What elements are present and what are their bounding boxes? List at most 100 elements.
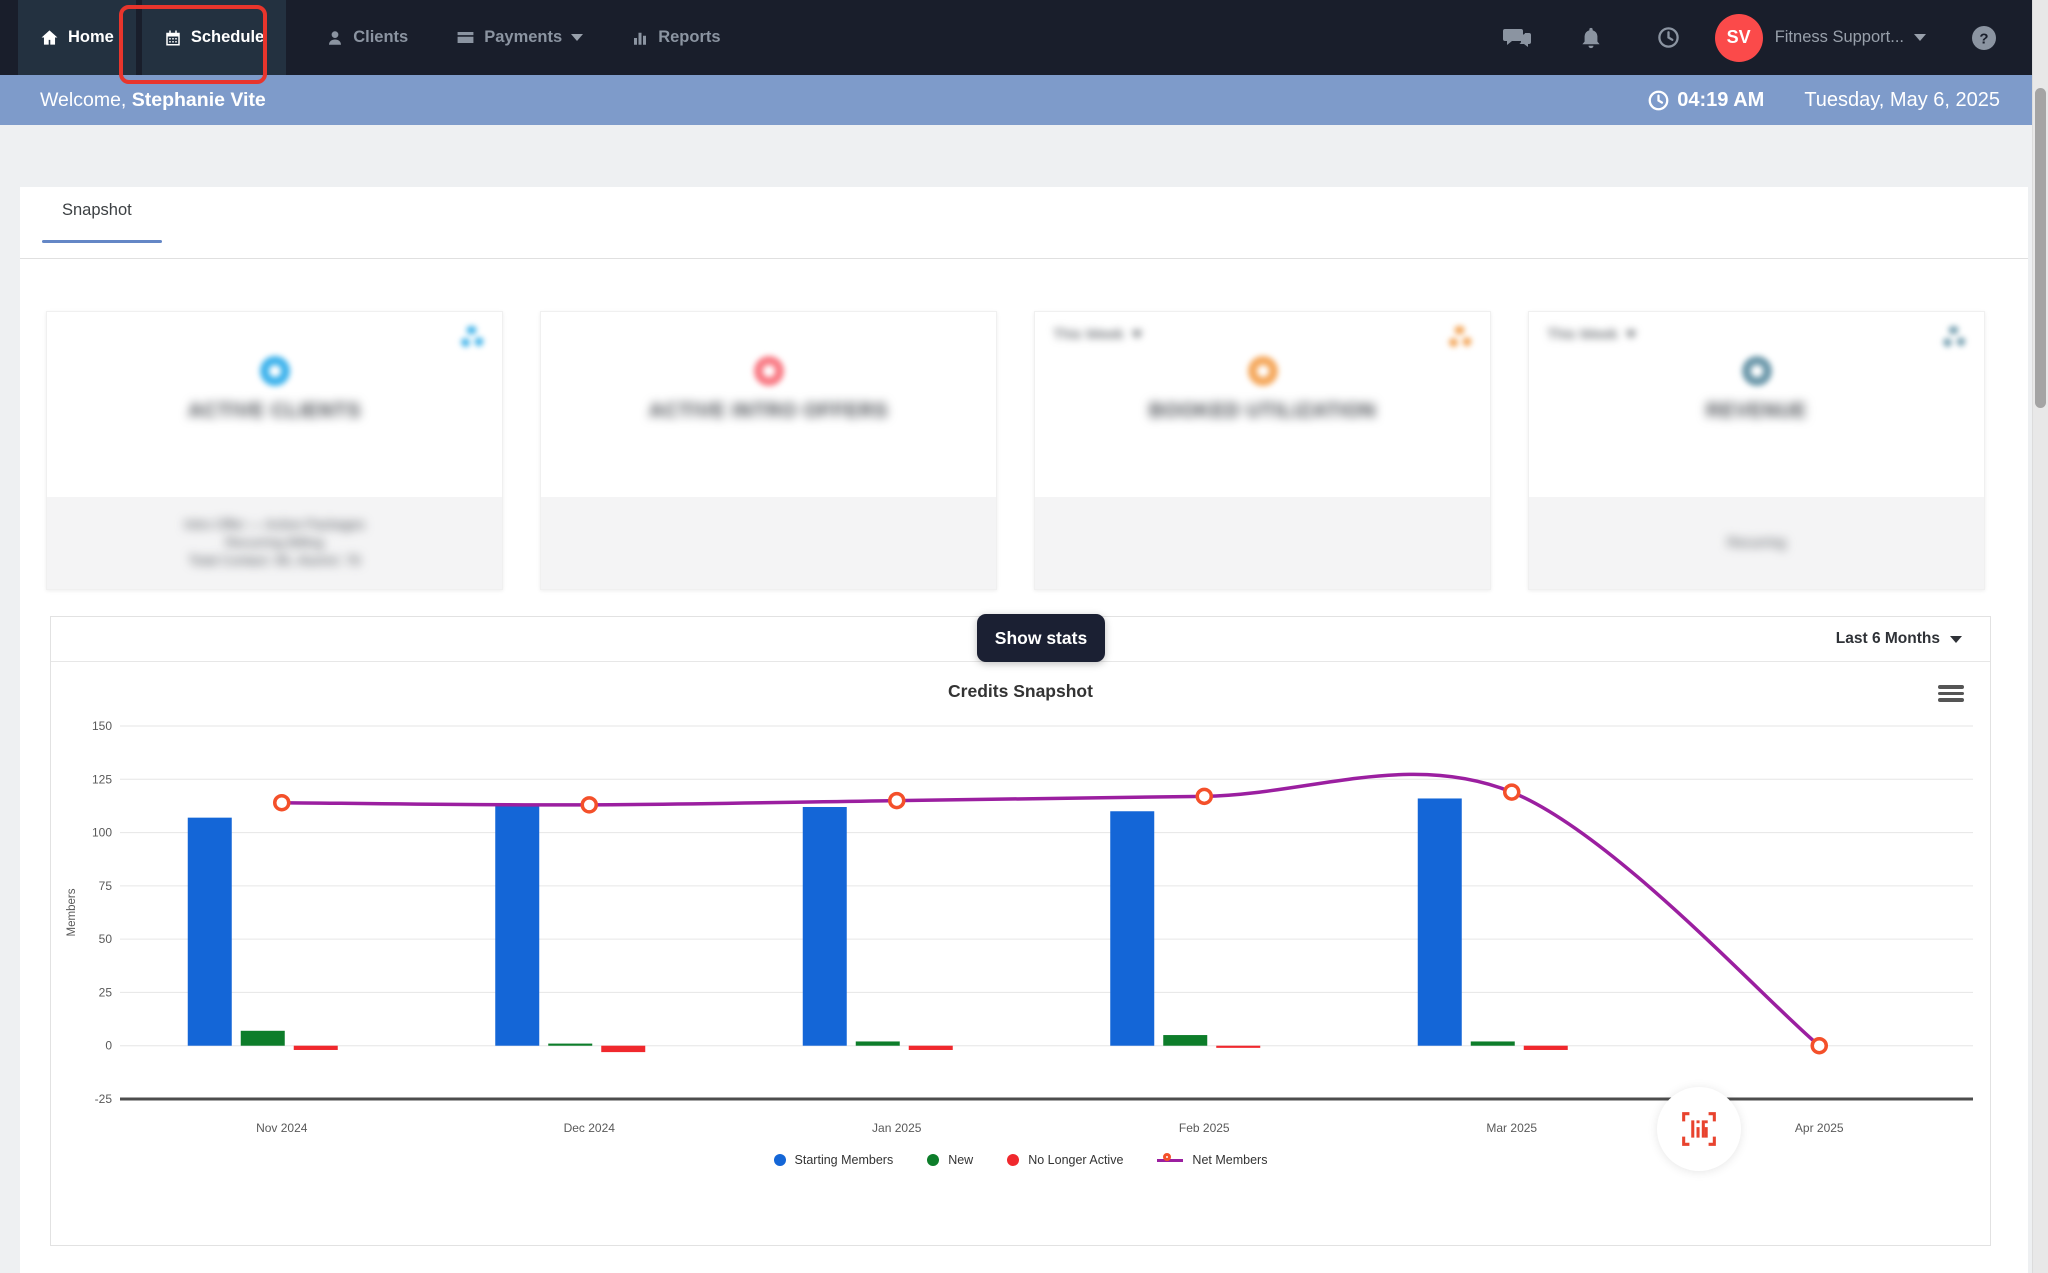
svg-text:Members: Members — [66, 888, 78, 936]
legend-item-new[interactable]: New — [927, 1153, 973, 1167]
history-button[interactable] — [1637, 26, 1701, 49]
chart-legend: Starting Members New No Longer Active Ne… — [51, 1153, 1990, 1167]
legend-line-marker — [1157, 1153, 1184, 1167]
welcome-message: Welcome, Stephanie Vite — [40, 88, 266, 111]
nav-item-label: Schedule — [190, 28, 265, 46]
user-name: Stephanie Vite — [131, 88, 266, 111]
card-footer-line: Recurring Billing — [225, 535, 324, 551]
avatar[interactable]: SV — [1714, 13, 1763, 62]
notifications-button[interactable] — [1559, 26, 1623, 50]
welcome-datetime: 04:19 AM Tuesday, May 6, 2025 — [1648, 89, 2000, 112]
card-title: ACTIVE INTRO OFFERS — [648, 400, 889, 422]
card-footer-line: Intro Offer — Active Packages — [184, 517, 365, 533]
bar-chart-icon — [634, 32, 647, 45]
card-title: REVENUE — [1706, 400, 1807, 422]
chart-menu-icon[interactable] — [1938, 685, 1964, 705]
page-scrollbar[interactable] — [2032, 0, 2048, 1273]
tab-snapshot[interactable]: Snapshot — [62, 201, 132, 219]
gear-icon[interactable] — [460, 326, 484, 350]
card-footer: Intro Offer — Active Packages Recurring … — [47, 496, 502, 589]
svg-text:75: 75 — [99, 879, 113, 893]
legend-dot — [1007, 1154, 1020, 1166]
card-title: BOOKED UTILIZATION — [1148, 400, 1377, 422]
main-panel: Snapshot ACTIVE CLIENTS Intro Offer — Ac… — [20, 187, 2028, 1273]
svg-text:Apr 2025: Apr 2025 — [1795, 1121, 1844, 1135]
nav-item-label: Clients — [353, 28, 409, 46]
card-footer — [1035, 496, 1490, 589]
chevron-down-icon — [1914, 34, 1926, 41]
messages-button[interactable] — [1485, 26, 1549, 50]
svg-text:-25: -25 — [95, 1092, 113, 1106]
nav-left: Home Schedule Clients Payments Reports — [0, 0, 737, 75]
svg-text:Nov 2024: Nov 2024 — [256, 1121, 308, 1135]
chevron-down-icon — [1131, 331, 1142, 338]
legend-item-starting-members[interactable]: Starting Members — [773, 1153, 893, 1167]
card-footer-line: Total Contact: 96, Alumni: 76 — [188, 553, 361, 569]
show-stats-button[interactable]: Show stats — [977, 614, 1105, 662]
svg-text:25: 25 — [99, 985, 113, 999]
barcode-spinner-icon — [1682, 1112, 1716, 1146]
clients-icon — [329, 30, 342, 45]
svg-text:100: 100 — [92, 826, 112, 840]
loading-spinner-badge — [1657, 1087, 1741, 1171]
clock-icon — [1658, 27, 1679, 48]
card-title: ACTIVE CLIENTS — [188, 400, 361, 422]
nav-item-label: Home — [68, 28, 114, 46]
bell-icon — [1582, 27, 1600, 48]
svg-text:Dec 2024: Dec 2024 — [564, 1121, 616, 1135]
credits-snapshot-panel: Last 6 Months Credits Snapshot -25 0 25 50 7… — [50, 616, 1991, 1246]
card-footer-line: Recurring — [1727, 535, 1786, 551]
calendar-icon — [166, 30, 180, 45]
tab-active-indicator — [42, 240, 162, 243]
chart-title: Credits Snapshot — [948, 681, 1093, 701]
card-footer — [541, 496, 996, 589]
range-dropdown[interactable]: Last 6 Months — [1836, 630, 1962, 648]
card-active-clients[interactable]: ACTIVE CLIENTS Intro Offer — Active Pack… — [46, 311, 503, 590]
current-date: Tuesday, May 6, 2025 — [1804, 88, 2000, 111]
welcome-bar: Welcome, Stephanie Vite 04:19 AM Tuesday… — [0, 75, 2048, 125]
gear-icon[interactable] — [1448, 326, 1472, 350]
account-menu[interactable]: Fitness Support... — [1775, 28, 1926, 47]
nav-item-payments[interactable]: Payments — [440, 0, 599, 75]
card-revenue[interactable]: This Week REVENUE Recurring — [1528, 311, 1985, 590]
tab-bar: Snapshot — [20, 187, 2028, 259]
svg-text:Mar 2025: Mar 2025 — [1486, 1121, 1537, 1135]
credit-card-icon — [457, 31, 474, 44]
nav-item-home[interactable]: Home — [18, 0, 136, 75]
card-active-intro-offers[interactable]: ACTIVE INTRO OFFERS — [540, 311, 997, 590]
card-booked-utilization[interactable]: This Week BOOKED UTILIZATION — [1034, 311, 1491, 590]
svg-text:?: ? — [1979, 30, 1988, 47]
chevron-down-icon — [571, 34, 584, 41]
period-dropdown[interactable]: This Week — [1547, 326, 1636, 343]
nav-item-clients[interactable]: Clients — [310, 0, 424, 75]
help-button[interactable]: ? — [1952, 25, 2016, 51]
card-footer: Recurring — [1529, 496, 1984, 589]
nav-item-reports[interactable]: Reports — [615, 0, 736, 75]
svg-text:0: 0 — [105, 1039, 112, 1053]
loading-ring-icon — [753, 356, 784, 386]
credits-snapshot-chart: -25 0 25 50 75 100 125 150 Nov 2024 Dec 2024 Jan 2… — [66, 719, 1973, 1135]
nav-item-schedule[interactable]: Schedule — [141, 0, 287, 75]
chevron-down-icon — [1950, 635, 1962, 643]
help-icon: ? — [1972, 25, 1996, 50]
nav-right: SV Fitness Support... ? — [1485, 0, 2016, 75]
top-nav: Home Schedule Clients Payments Reports — [0, 0, 2048, 75]
svg-text:50: 50 — [99, 932, 113, 946]
svg-text:Feb 2025: Feb 2025 — [1179, 1121, 1230, 1135]
chevron-down-icon — [1625, 331, 1636, 338]
svg-text:Jan 2025: Jan 2025 — [872, 1121, 922, 1135]
stat-cards-row: ACTIVE CLIENTS Intro Offer — Active Pack… — [46, 311, 2002, 590]
gear-icon[interactable] — [1942, 326, 1966, 350]
nav-item-label: Reports — [658, 28, 721, 46]
legend-item-no-longer-active[interactable]: No Longer Active — [1007, 1153, 1123, 1167]
period-dropdown[interactable]: This Week — [1053, 326, 1142, 343]
loading-ring-icon — [1247, 356, 1278, 386]
legend-item-net-members[interactable]: Net Members — [1157, 1153, 1267, 1167]
scrollbar-thumb[interactable] — [2035, 88, 2046, 408]
loading-ring-icon — [1741, 356, 1772, 386]
svg-text:150: 150 — [92, 719, 112, 733]
clock-icon — [1648, 90, 1669, 110]
svg-text:125: 125 — [92, 772, 112, 786]
current-time: 04:19 AM — [1648, 89, 1764, 112]
